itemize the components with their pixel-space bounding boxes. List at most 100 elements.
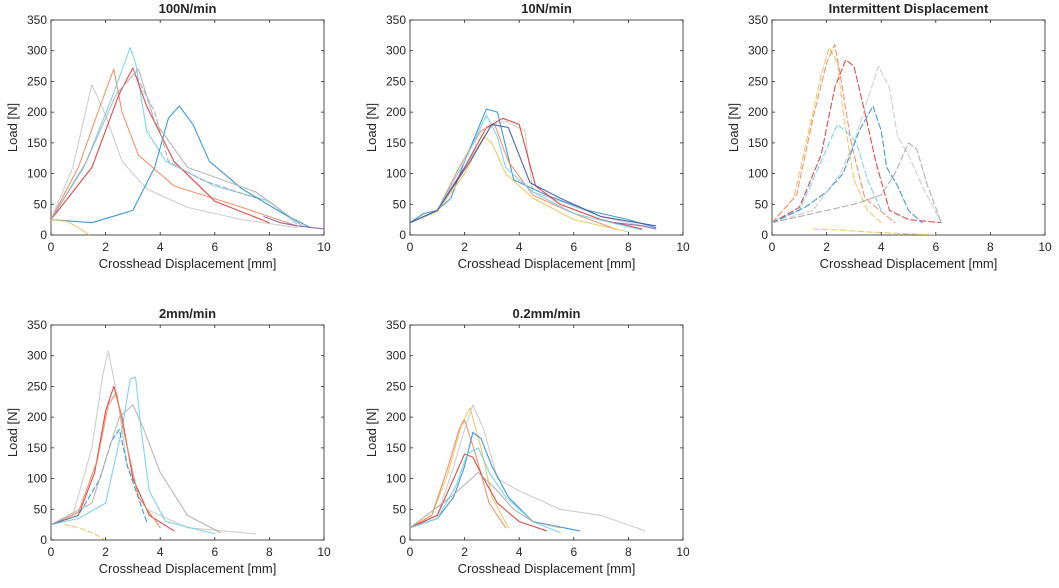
axes-box <box>771 19 1046 236</box>
x-tick-label: 10 <box>676 240 690 254</box>
series-line-7 <box>410 123 657 227</box>
chart-title: 10N/min <box>521 1 572 16</box>
series-line-1 <box>51 350 257 535</box>
series-line-1 <box>410 404 646 532</box>
series-line-4 <box>51 67 270 224</box>
series-group <box>772 44 942 235</box>
series-line-6 <box>410 447 561 534</box>
y-tick-label: 350 <box>386 13 406 27</box>
series-line-8 <box>132 68 257 199</box>
x-axis-label: Crosshead Displacement [mm] <box>99 256 277 271</box>
y-tick-label: 350 <box>27 13 47 27</box>
x-axis-label: Crosshead Displacement [mm] <box>99 561 277 576</box>
x-tick-label: 2 <box>102 240 109 254</box>
chart-title: 0.2mm/min <box>513 306 581 321</box>
series-line-5 <box>51 428 148 526</box>
series-line-7 <box>51 219 90 235</box>
chart-title: 100N/min <box>159 1 217 16</box>
chart-panel-5: 0 2 4 6 8 100501001502002503003500.2mm/minCro… <box>364 306 690 576</box>
y-tick-label: 0 <box>399 533 406 547</box>
y-tick-label: 300 <box>27 44 47 58</box>
y-axis-label: Load [N] <box>364 408 379 457</box>
series-line-3 <box>410 419 507 529</box>
y-tick-label: 250 <box>386 74 406 88</box>
x-tick-label: 6 <box>211 240 218 254</box>
chart-title: 2mm/min <box>159 306 216 321</box>
series-line-7 <box>51 404 221 534</box>
x-tick-label: 6 <box>570 545 577 559</box>
x-tick-label: 8 <box>987 240 994 254</box>
y-tick-label: 100 <box>27 167 47 181</box>
chart-panel-4: 0 2 4 6 8 100501001502002503003502mm/minCross… <box>5 306 331 576</box>
series-line-9 <box>263 216 324 230</box>
series-line-2 <box>772 44 896 224</box>
y-tick-label: 100 <box>386 472 406 486</box>
y-tick-label: 250 <box>27 74 47 88</box>
series-line-3 <box>51 385 175 532</box>
y-tick-label: 200 <box>386 410 406 424</box>
x-tick-label: 6 <box>211 545 218 559</box>
chart-panel-2: 0 2 4 6 8 1005010015020025030035010N/minCross… <box>364 1 690 271</box>
y-tick-label: 0 <box>761 228 768 242</box>
y-tick-label: 350 <box>748 13 768 27</box>
y-tick-label: 50 <box>755 197 769 211</box>
series-line-2 <box>51 376 216 535</box>
series-line-3 <box>772 59 942 224</box>
chart-title: Intermittent Displacement <box>829 1 989 16</box>
x-tick-label: 2 <box>823 240 830 254</box>
series-line-2 <box>51 68 298 227</box>
series-group <box>410 404 646 534</box>
x-tick-label: 6 <box>932 240 939 254</box>
x-tick-label: 6 <box>570 240 577 254</box>
x-tick-label: 0 <box>48 240 55 254</box>
y-tick-label: 250 <box>27 379 47 393</box>
y-axis-label: Load [N] <box>364 103 379 152</box>
x-tick-label: 0 <box>407 545 414 559</box>
axes-box <box>50 19 325 236</box>
x-tick-label: 2 <box>461 545 468 559</box>
axes-box <box>409 324 684 541</box>
y-tick-label: 0 <box>399 228 406 242</box>
series-line-8 <box>812 228 937 235</box>
y-tick-label: 250 <box>748 74 768 88</box>
y-tick-label: 100 <box>386 167 406 181</box>
y-tick-label: 300 <box>27 349 47 363</box>
y-axis-label: Load [N] <box>5 408 20 457</box>
axes-box <box>409 19 684 236</box>
series-line-4 <box>410 431 580 532</box>
y-tick-label: 150 <box>27 441 47 455</box>
x-tick-label: 4 <box>157 240 164 254</box>
y-tick-label: 200 <box>386 105 406 119</box>
y-tick-label: 150 <box>386 136 406 150</box>
series-line-3 <box>410 117 643 230</box>
x-axis-label: Crosshead Displacement [mm] <box>820 256 998 271</box>
x-tick-label: 4 <box>157 545 164 559</box>
x-tick-label: 0 <box>769 240 776 254</box>
y-tick-label: 50 <box>34 197 48 211</box>
series-line-6 <box>64 524 107 540</box>
y-tick-label: 50 <box>393 197 407 211</box>
series-group <box>51 47 324 235</box>
series-line-5 <box>772 105 923 224</box>
chart-panel-1: 0 2 4 6 8 10050100150200250300350100N/minCros… <box>5 1 331 271</box>
y-tick-label: 50 <box>34 502 48 516</box>
series-line-6 <box>410 114 643 231</box>
y-tick-label: 300 <box>748 44 768 58</box>
series-line-6 <box>772 65 942 224</box>
series-line-5 <box>410 136 629 233</box>
x-tick-label: 10 <box>1038 240 1052 254</box>
y-tick-label: 0 <box>40 228 47 242</box>
x-tick-label: 4 <box>878 240 885 254</box>
x-tick-label: 10 <box>317 545 331 559</box>
y-tick-label: 200 <box>27 410 47 424</box>
y-tick-label: 300 <box>386 349 406 363</box>
y-tick-label: 200 <box>748 105 768 119</box>
y-tick-label: 150 <box>27 136 47 150</box>
y-tick-label: 100 <box>748 167 768 181</box>
series-line-7 <box>772 142 942 224</box>
series-line-4 <box>772 123 882 224</box>
y-axis-label: Load [N] <box>5 103 20 152</box>
x-axis-label: Crosshead Displacement [mm] <box>458 256 636 271</box>
x-tick-label: 0 <box>407 240 414 254</box>
series-line-7 <box>410 471 561 529</box>
